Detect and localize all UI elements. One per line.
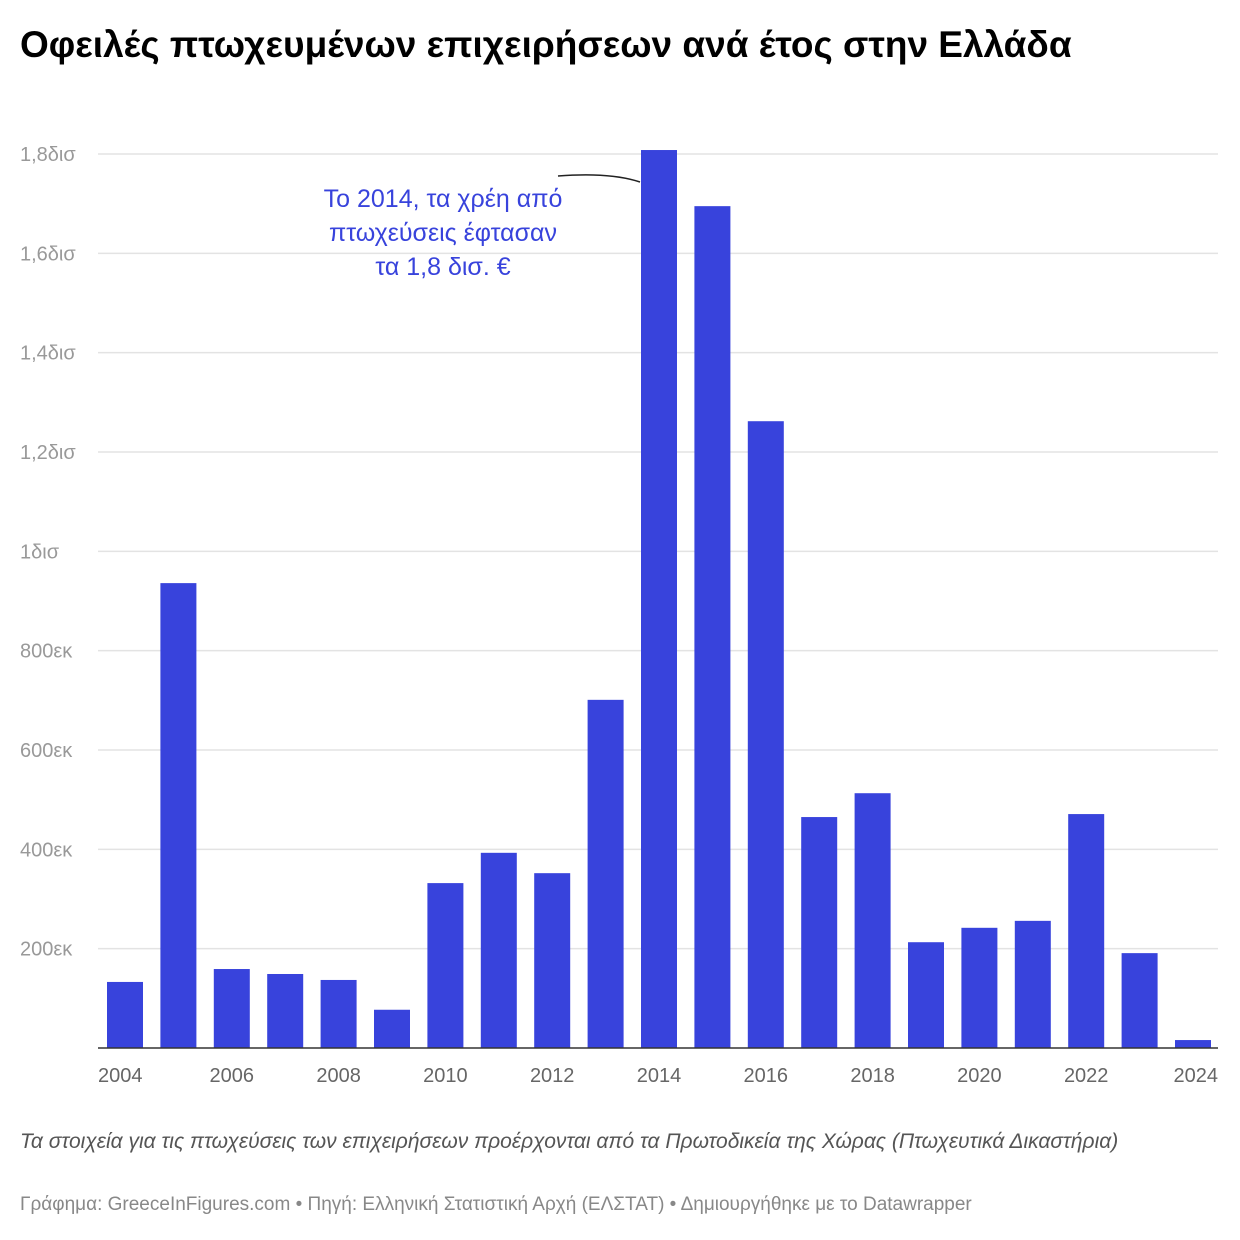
y-tick-label: 400εκ bbox=[20, 839, 73, 861]
x-tick-label: 2022 bbox=[1064, 1065, 1109, 1087]
annotation-connector bbox=[557, 174, 641, 183]
bar-2020[interactable] bbox=[961, 927, 998, 1048]
bar-2005[interactable] bbox=[160, 583, 197, 1048]
x-tick-label: 2006 bbox=[210, 1065, 255, 1087]
annotation-line: τα 1,8 δισ. € bbox=[375, 253, 510, 281]
y-tick-label: 1,6δισ bbox=[20, 243, 76, 265]
chart-title: Οφειλές πτωχευμένων επιχειρήσεων ανά έτο… bbox=[20, 24, 1072, 65]
x-tick-label: 2020 bbox=[957, 1065, 1002, 1087]
bar-2023[interactable] bbox=[1121, 953, 1158, 1048]
bar-2022[interactable] bbox=[1068, 814, 1105, 1048]
bar-2008[interactable] bbox=[320, 979, 357, 1048]
x-tick-label: 2008 bbox=[316, 1065, 361, 1087]
x-tick-label: 2024 bbox=[1174, 1065, 1219, 1087]
bar-2016[interactable] bbox=[747, 421, 784, 1048]
y-tick-label: 600εκ bbox=[20, 740, 73, 762]
y-tick-label: 800εκ bbox=[20, 641, 73, 663]
x-tick-label: 2004 bbox=[98, 1065, 143, 1087]
x-tick-label: 2010 bbox=[423, 1065, 468, 1087]
y-tick-label: 1,4δισ bbox=[20, 343, 76, 365]
bar-2018[interactable] bbox=[854, 793, 891, 1048]
bar-2015[interactable] bbox=[694, 206, 731, 1048]
x-tick-label: 2014 bbox=[637, 1065, 682, 1087]
bar-2006[interactable] bbox=[213, 969, 250, 1048]
x-tick-label: 2018 bbox=[850, 1065, 895, 1087]
x-tick-label: 2016 bbox=[744, 1065, 789, 1087]
bar-2007[interactable] bbox=[267, 973, 304, 1048]
y-tick-label: 1,8δισ bbox=[20, 144, 76, 166]
chart-footer: Γράφημα: GreeceInFigures.com • Πηγή: Ελλ… bbox=[20, 1194, 972, 1215]
bar-2014[interactable] bbox=[641, 150, 677, 1048]
bar-2021[interactable] bbox=[1014, 920, 1051, 1048]
bar-2019[interactable] bbox=[908, 942, 944, 1048]
bar-2013[interactable] bbox=[587, 699, 624, 1048]
bar-2012[interactable] bbox=[534, 873, 571, 1048]
annotation-line: Το 2014, τα χρέη από bbox=[324, 185, 563, 213]
x-tick-label: 2012 bbox=[530, 1065, 575, 1087]
bar-2009[interactable] bbox=[374, 1009, 410, 1048]
bar-2010[interactable] bbox=[427, 883, 464, 1048]
annotation-line: πτωχεύσεις έφτασαν bbox=[329, 219, 557, 247]
y-tick-label: 200εκ bbox=[20, 939, 73, 961]
y-tick-label: 1δισ bbox=[20, 541, 60, 563]
bar-2024[interactable] bbox=[1175, 1040, 1211, 1048]
bar-2017[interactable] bbox=[801, 817, 838, 1048]
chart-note: Τα στοιχεία για τις πτωχεύσεις των επιχε… bbox=[20, 1130, 1119, 1153]
bar-2004[interactable] bbox=[107, 981, 143, 1048]
y-tick-label: 1,2δισ bbox=[20, 442, 76, 464]
bar-2011[interactable] bbox=[480, 852, 517, 1048]
